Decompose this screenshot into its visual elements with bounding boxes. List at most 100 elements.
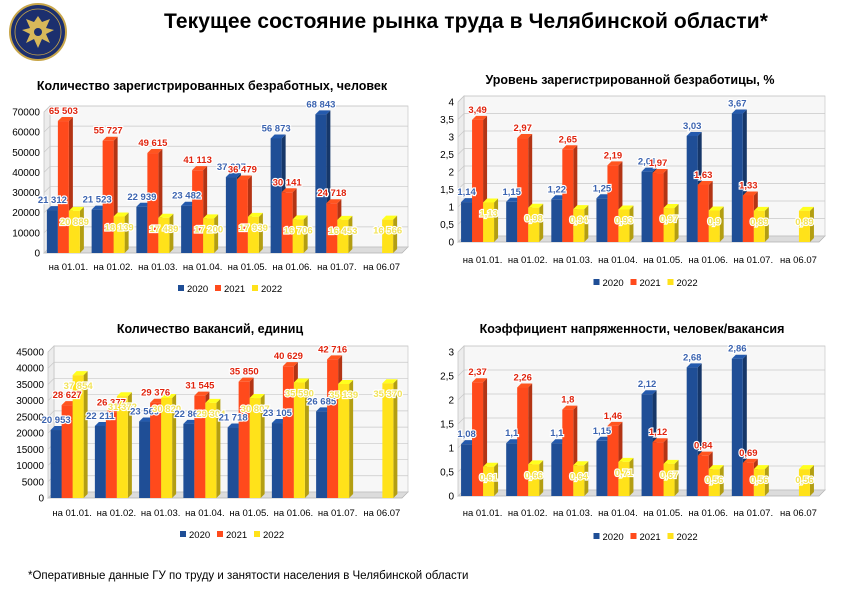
- data-label-2022: 0,89: [750, 217, 769, 228]
- bar-top-2022: [573, 205, 589, 210]
- data-label-2022: 17 200: [194, 224, 223, 235]
- data-label-2021: 30 141: [273, 177, 303, 188]
- legend-swatch-2021: [630, 533, 637, 539]
- bar-2021: [150, 402, 162, 498]
- data-label-2020: 2,12: [638, 379, 657, 390]
- bar-top-2020: [641, 167, 657, 172]
- bar-side-2022: [629, 457, 634, 496]
- data-label-2021: 1,46: [604, 411, 623, 422]
- data-label-2021: 1,33: [739, 180, 758, 191]
- bar-2022: [663, 208, 675, 242]
- y-tick-label: 0: [38, 494, 44, 505]
- bar-top-2022: [292, 215, 308, 220]
- bar-2020: [506, 201, 518, 242]
- data-label-2021: 2,37: [468, 367, 487, 378]
- bar-2022: [618, 209, 630, 242]
- bar-2021: [562, 409, 574, 496]
- data-label-2020: 1,22: [548, 184, 567, 195]
- data-label-2020: 56 873: [262, 123, 291, 134]
- bar-top-2022: [116, 392, 132, 397]
- legend-label-2021: 2021: [224, 284, 245, 295]
- data-label-2021: 36 479: [228, 165, 257, 176]
- bar-2021: [517, 387, 529, 496]
- bar-top-2021: [652, 438, 668, 443]
- bar-2020: [461, 202, 473, 242]
- data-label-2022: 16 566: [373, 226, 402, 237]
- data-label-2020: 20 953: [42, 415, 71, 426]
- chart-tension-coefficient: Коэффициент напряженности, человек/вакан…: [440, 322, 826, 543]
- legend-label-2021: 2021: [640, 278, 661, 289]
- bar-top-2022: [483, 198, 499, 203]
- legend-swatch-2022: [667, 279, 674, 285]
- x-category-label: на 01.01.: [52, 508, 92, 519]
- data-label-2022: 0,9: [708, 217, 721, 228]
- data-label-2021: 1,63: [694, 170, 713, 181]
- bar-2022: [113, 216, 125, 253]
- bar-2022: [293, 382, 305, 498]
- data-label-2020: 1,08: [457, 429, 476, 440]
- chart-title: Количество зарегистрированных безработны…: [37, 79, 388, 93]
- bar-top-2021: [607, 421, 623, 426]
- bar-side-2022: [127, 392, 132, 498]
- bar-top-2020: [225, 173, 241, 178]
- bar-2021: [147, 153, 159, 253]
- bar-top-2022: [338, 379, 354, 384]
- legend-label-2020: 2020: [603, 278, 624, 289]
- bar-top-2022: [483, 462, 499, 467]
- bar-top-2022: [382, 379, 398, 384]
- bar-2021: [326, 203, 338, 253]
- bar-2022: [708, 210, 720, 242]
- bar-top-2020: [686, 131, 702, 136]
- data-label-2021: 29 376: [141, 388, 170, 399]
- bar-2021: [282, 366, 294, 498]
- bar-top-2022: [247, 212, 263, 217]
- bar-top-2022: [382, 215, 398, 220]
- x-category-label: на 01.02.: [93, 262, 133, 273]
- bar-2021: [742, 195, 754, 242]
- data-label-2022: 30 807: [241, 404, 270, 415]
- bar-2020: [181, 205, 193, 253]
- y-tick-label: 0: [448, 492, 454, 503]
- bar-2022: [708, 469, 720, 496]
- bar-top-2022: [249, 394, 265, 399]
- bar-top-2021: [236, 175, 252, 180]
- gridline: [457, 393, 465, 401]
- bar-side-2022: [719, 206, 724, 242]
- bar-2020: [506, 443, 518, 496]
- data-label-2021: 55 727: [94, 126, 123, 137]
- chart-vacancies-count: Количество вакансий, единиц 0 5000 10000 150…: [16, 322, 409, 541]
- bar-top-2022: [203, 214, 219, 219]
- bar-side-2022: [584, 205, 589, 242]
- data-label-2021: 2,65: [559, 134, 578, 145]
- data-label-2020: 23 105: [263, 408, 293, 419]
- bar-top-2021: [562, 145, 578, 150]
- bar-2021: [742, 462, 754, 496]
- y-tick-label: 10000: [16, 461, 44, 472]
- bar-2020: [139, 421, 151, 498]
- bar-2021: [192, 170, 204, 253]
- x-category-label: на 01.06.: [272, 262, 312, 273]
- bar-2020: [686, 367, 698, 496]
- bar-top-2022: [753, 206, 769, 211]
- bar-2021: [652, 173, 664, 242]
- legend-label-2022: 2022: [677, 532, 698, 543]
- data-label-2020: 1,15: [502, 187, 521, 198]
- bar-side-2022: [674, 204, 679, 242]
- bar-side-2022: [260, 394, 265, 498]
- legend-swatch-2020: [593, 533, 600, 539]
- bar-top-2021: [607, 161, 623, 166]
- x-category-label: на 01.07.: [318, 508, 358, 519]
- x-category-label: на 01.01.: [463, 255, 503, 266]
- gridline: [457, 417, 465, 425]
- data-label-2022: 17 489: [149, 224, 178, 235]
- bar-top-2022: [753, 465, 769, 470]
- gridline: [43, 105, 51, 113]
- gridline: [47, 378, 55, 385]
- x-category-label: на 01.07.: [317, 262, 357, 273]
- bar-top-2021: [472, 115, 488, 120]
- x-category-label: на 01.04.: [598, 508, 638, 519]
- bar-2020: [686, 135, 698, 242]
- bar-2022: [247, 216, 259, 253]
- data-label-2022: 0,98: [524, 214, 543, 225]
- bar-2021: [697, 455, 709, 496]
